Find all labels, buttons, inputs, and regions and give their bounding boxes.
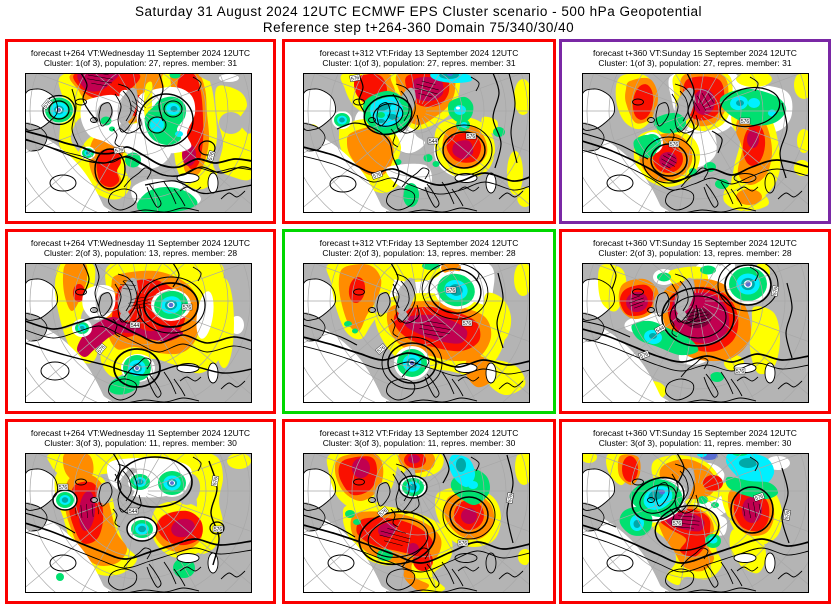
svg-text:576: 576 [507, 493, 514, 502]
svg-text:576: 576 [43, 99, 53, 109]
svg-text:576: 576 [208, 151, 216, 161]
svg-text:576: 576 [214, 527, 223, 533]
svg-text:576: 576 [754, 493, 764, 502]
svg-text:544: 544 [655, 325, 665, 334]
svg-text:576: 576 [772, 286, 779, 295]
svg-text:576: 576 [447, 288, 456, 294]
svg-text:576: 576 [673, 521, 682, 527]
svg-text:544: 544 [129, 509, 138, 515]
svg-text:576: 576 [351, 75, 360, 82]
svg-text:576: 576 [741, 119, 750, 125]
svg-text:576: 576 [378, 507, 388, 517]
svg-text:576: 576 [115, 147, 124, 154]
svg-text:576: 576 [784, 510, 791, 519]
svg-text:576: 576 [459, 541, 468, 547]
svg-text:576: 576 [212, 476, 219, 485]
svg-text:576: 576 [372, 171, 382, 180]
svg-text:576: 576 [463, 321, 472, 327]
svg-text:576: 576 [670, 142, 679, 148]
svg-text:576: 576 [59, 485, 68, 491]
svg-text:576: 576 [376, 344, 386, 354]
svg-text:576: 576 [639, 351, 649, 360]
svg-text:576: 576 [97, 344, 107, 354]
svg-text:576: 576 [467, 134, 476, 140]
svg-text:576: 576 [183, 305, 192, 311]
svg-text:544: 544 [131, 323, 140, 329]
svg-text:576: 576 [736, 369, 745, 375]
svg-text:544: 544 [429, 139, 438, 145]
